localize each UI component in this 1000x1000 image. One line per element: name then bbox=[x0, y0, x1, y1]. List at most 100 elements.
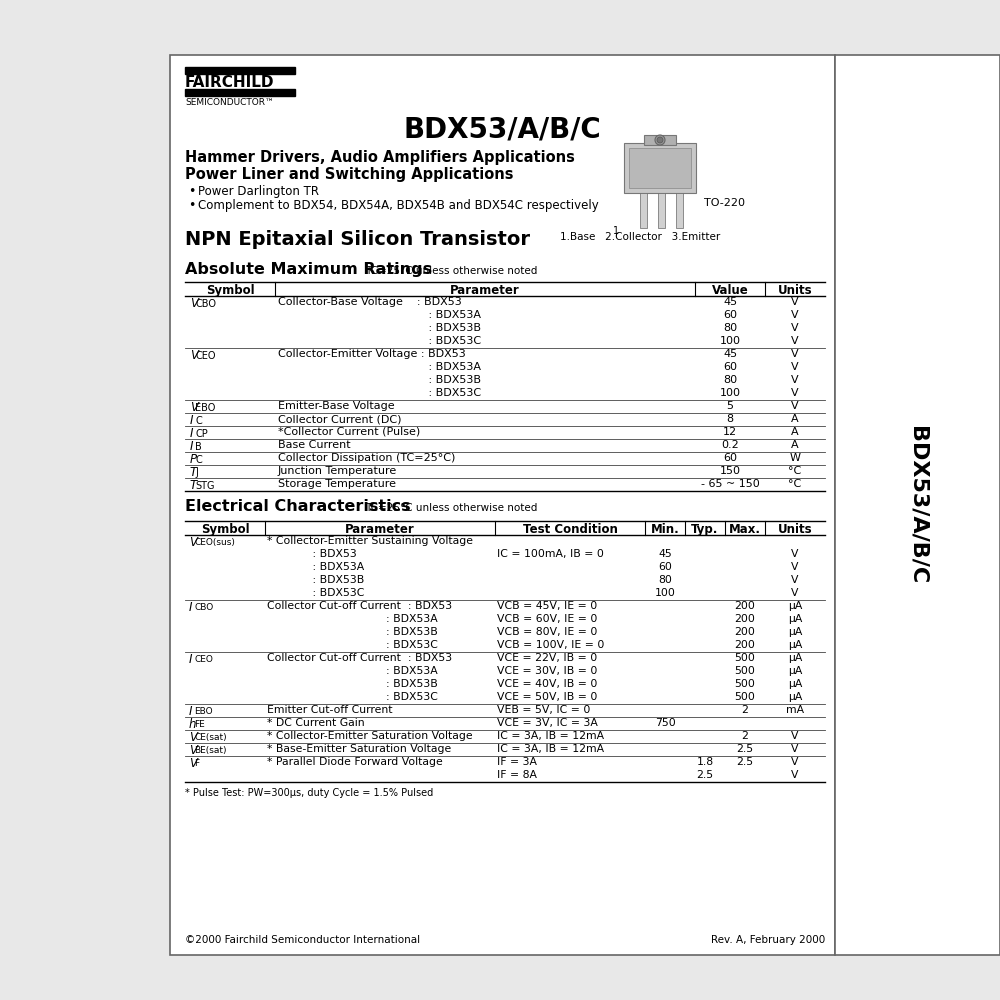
Text: Units: Units bbox=[778, 523, 812, 536]
Text: VCB = 60V, IE = 0: VCB = 60V, IE = 0 bbox=[497, 614, 597, 624]
Text: 150: 150 bbox=[720, 466, 740, 476]
Text: Value: Value bbox=[712, 284, 748, 297]
Text: V: V bbox=[189, 757, 197, 770]
Text: Complement to BDX54, BDX54A, BDX54B and BDX54C respectively: Complement to BDX54, BDX54A, BDX54B and … bbox=[198, 199, 599, 212]
Text: V: V bbox=[791, 744, 799, 754]
Text: 500: 500 bbox=[735, 653, 755, 663]
Text: : BDX53B: : BDX53B bbox=[267, 679, 438, 689]
Text: Junction Temperature: Junction Temperature bbox=[278, 466, 397, 476]
Text: CEO: CEO bbox=[196, 351, 216, 361]
Text: CBO: CBO bbox=[194, 603, 213, 612]
Text: * Parallel Diode Forward Voltage: * Parallel Diode Forward Voltage bbox=[267, 757, 443, 767]
Text: Min.: Min. bbox=[651, 523, 679, 536]
Text: 2.5: 2.5 bbox=[736, 744, 754, 754]
Text: Power Darlington TR: Power Darlington TR bbox=[198, 185, 319, 198]
Bar bbox=[170, 55, 835, 955]
Text: 200: 200 bbox=[735, 627, 755, 637]
Text: mA: mA bbox=[786, 705, 804, 715]
Text: 2: 2 bbox=[742, 705, 748, 715]
Text: : BDX53B: : BDX53B bbox=[267, 575, 364, 585]
Text: V: V bbox=[791, 375, 799, 385]
Text: V: V bbox=[791, 757, 799, 767]
Text: A: A bbox=[791, 427, 799, 437]
Text: TC=25°C unless otherwise noted: TC=25°C unless otherwise noted bbox=[365, 503, 537, 513]
Text: I: I bbox=[190, 440, 194, 453]
Text: μA: μA bbox=[788, 692, 802, 702]
Text: : BDX53B: : BDX53B bbox=[278, 375, 481, 385]
Text: 45: 45 bbox=[658, 549, 672, 559]
Bar bbox=[644, 135, 676, 145]
Text: 2: 2 bbox=[742, 731, 748, 741]
Text: 80: 80 bbox=[723, 323, 737, 333]
Text: : BDX53C: : BDX53C bbox=[267, 588, 364, 598]
Text: 60: 60 bbox=[723, 453, 737, 463]
Text: Emitter Cut-off Current: Emitter Cut-off Current bbox=[267, 705, 392, 715]
Text: I: I bbox=[189, 653, 192, 666]
Text: 12: 12 bbox=[723, 427, 737, 437]
Text: Collector-Emitter Voltage : BDX53: Collector-Emitter Voltage : BDX53 bbox=[278, 349, 466, 359]
Text: Collector Current (DC): Collector Current (DC) bbox=[278, 414, 402, 424]
Text: Hammer Drivers, Audio Amplifiers Applications: Hammer Drivers, Audio Amplifiers Applica… bbox=[185, 150, 575, 165]
Text: IC = 100mA, IB = 0: IC = 100mA, IB = 0 bbox=[497, 549, 604, 559]
Text: I: I bbox=[190, 414, 194, 427]
Text: Emitter-Base Voltage: Emitter-Base Voltage bbox=[278, 401, 395, 411]
Text: : BDX53A: : BDX53A bbox=[278, 310, 481, 320]
Text: 60: 60 bbox=[723, 310, 737, 320]
Text: * Collector-Emitter Sustaining Voltage: * Collector-Emitter Sustaining Voltage bbox=[267, 536, 473, 546]
Text: V: V bbox=[791, 388, 799, 398]
Text: μA: μA bbox=[788, 614, 802, 624]
Text: V: V bbox=[791, 323, 799, 333]
Text: TC=25°C unless otherwise noted: TC=25°C unless otherwise noted bbox=[365, 266, 537, 276]
Text: * Pulse Test: PW=300μs, duty Cycle = 1.5% Pulsed: * Pulse Test: PW=300μs, duty Cycle = 1.5… bbox=[185, 788, 433, 798]
Text: I: I bbox=[189, 601, 192, 614]
Text: - 65 ~ 150: - 65 ~ 150 bbox=[701, 479, 759, 489]
Text: Symbol: Symbol bbox=[201, 523, 249, 536]
Text: 60: 60 bbox=[723, 362, 737, 372]
Text: : BDX53C: : BDX53C bbox=[278, 336, 481, 346]
Text: C: C bbox=[196, 455, 202, 465]
Text: V: V bbox=[791, 401, 799, 411]
Text: 750: 750 bbox=[655, 718, 675, 728]
Text: 500: 500 bbox=[735, 692, 755, 702]
Text: 5: 5 bbox=[726, 401, 734, 411]
Text: Parameter: Parameter bbox=[450, 284, 520, 297]
Text: •: • bbox=[188, 185, 195, 198]
Text: 80: 80 bbox=[658, 575, 672, 585]
Text: 500: 500 bbox=[735, 666, 755, 676]
Text: F: F bbox=[194, 759, 199, 768]
Text: 0.2: 0.2 bbox=[721, 440, 739, 450]
Text: T: T bbox=[190, 466, 197, 479]
Text: Units: Units bbox=[778, 284, 812, 297]
Text: FE: FE bbox=[194, 720, 205, 729]
Bar bbox=[835, 55, 1000, 955]
Bar bbox=[640, 193, 647, 228]
Text: B: B bbox=[196, 442, 202, 452]
Text: IF = 8A: IF = 8A bbox=[497, 770, 537, 780]
Text: * Base-Emitter Saturation Voltage: * Base-Emitter Saturation Voltage bbox=[267, 744, 451, 754]
Text: VCE = 50V, IB = 0: VCE = 50V, IB = 0 bbox=[497, 692, 597, 702]
Text: V: V bbox=[190, 349, 198, 362]
Text: Collector Cut-off Current  : BDX53: Collector Cut-off Current : BDX53 bbox=[267, 601, 452, 611]
Text: BDX53/A/B/C: BDX53/A/B/C bbox=[908, 426, 928, 584]
Bar bbox=[676, 193, 683, 228]
Text: A: A bbox=[791, 414, 799, 424]
Text: T: T bbox=[190, 479, 197, 492]
Circle shape bbox=[657, 137, 663, 143]
Text: Typ.: Typ. bbox=[691, 523, 719, 536]
Text: Storage Temperature: Storage Temperature bbox=[278, 479, 396, 489]
Text: 200: 200 bbox=[735, 601, 755, 611]
Text: *Collector Current (Pulse): *Collector Current (Pulse) bbox=[278, 427, 420, 437]
Text: C: C bbox=[196, 416, 202, 426]
Text: EBO: EBO bbox=[196, 403, 216, 413]
Text: CE(sat): CE(sat) bbox=[194, 733, 227, 742]
Text: V: V bbox=[189, 744, 197, 757]
Text: V: V bbox=[791, 549, 799, 559]
Text: Rev. A, February 2000: Rev. A, February 2000 bbox=[711, 935, 825, 945]
Text: V: V bbox=[791, 562, 799, 572]
Text: 45: 45 bbox=[723, 349, 737, 359]
Text: : BDX53C: : BDX53C bbox=[278, 388, 481, 398]
Text: μA: μA bbox=[788, 666, 802, 676]
Text: 80: 80 bbox=[723, 375, 737, 385]
Bar bbox=[185, 67, 295, 74]
Text: 1.Base   2.Collector   3.Emitter: 1.Base 2.Collector 3.Emitter bbox=[560, 232, 720, 242]
